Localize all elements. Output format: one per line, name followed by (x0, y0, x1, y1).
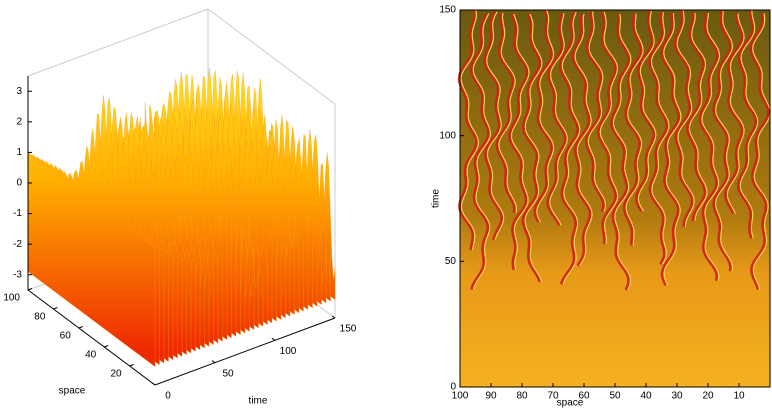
x-tick-label: 0 (165, 391, 171, 402)
z-tick-label: 1 (16, 147, 22, 158)
y-tick (53, 307, 58, 310)
stripe-shadow (585, 11, 606, 213)
z-tick-label: -2 (13, 239, 22, 250)
stripe (561, 12, 581, 285)
stripe (701, 12, 721, 282)
stripe (714, 11, 734, 272)
stripe-shadow (483, 10, 504, 241)
y-tick-label: 150 (439, 5, 456, 16)
y-tick (104, 345, 109, 348)
y-tick-label: 100 (439, 130, 456, 141)
x-tick-label: 10 (733, 391, 745, 402)
stripe-shadow (686, 12, 708, 222)
stripe (676, 10, 695, 227)
x-tick (331, 315, 336, 319)
surface-plot: -3 -2 -1 0 1 2 3 20 40 60 80 100 0 50 100 150 space time (3, 8, 357, 407)
stripe-shadow (521, 13, 543, 283)
stripe-shadow (596, 11, 618, 245)
x-tick-label: 50 (609, 391, 621, 402)
x-tick-label: 20 (702, 391, 714, 402)
x-tick-label: 90 (485, 391, 497, 402)
x-tick-label: 100 (452, 391, 469, 402)
stripe (637, 11, 657, 212)
stripe (498, 12, 518, 214)
stripe-shadow (469, 12, 491, 291)
x-tick (211, 360, 216, 364)
z-tick-label: 3 (16, 86, 22, 97)
stripe (574, 13, 593, 267)
y-axis (27, 289, 156, 386)
x-tick-label: 70 (547, 391, 559, 402)
x-tick-label: 30 (671, 391, 683, 402)
stripe-shadow (508, 13, 530, 271)
y-tick (27, 288, 33, 291)
y-tick-label: 40 (85, 350, 97, 361)
wall-edge (207, 8, 336, 105)
y-axis-label: time (431, 189, 442, 208)
x-tick-label: 150 (340, 324, 357, 335)
x-tick-label: 40 (640, 391, 652, 402)
stripe (612, 13, 632, 291)
stripe (549, 13, 568, 226)
y-tick-label: 100 (3, 293, 20, 304)
stripe (524, 13, 543, 283)
x-tick-label: 60 (578, 391, 590, 402)
stripe (536, 9, 555, 223)
x-axis (154, 317, 336, 386)
wall-edge (27, 8, 209, 77)
x-axis-label: time (249, 396, 268, 407)
y-tick-label: 0 (450, 382, 456, 393)
stripe (752, 13, 771, 290)
stripe (599, 11, 619, 245)
y-tick-label: 60 (60, 331, 72, 342)
stripe-shadow (546, 12, 568, 227)
y-tick-label: 20 (110, 369, 122, 380)
stripe (739, 10, 759, 239)
stripe-shadow (533, 9, 554, 223)
y-tick (129, 364, 134, 367)
z-tick-label: 2 (16, 116, 22, 127)
y-axis-label: space (59, 386, 86, 397)
stripe (625, 13, 644, 246)
stripe-shadow (622, 13, 644, 246)
stripe-shadow (698, 12, 720, 282)
y-tick-label: 50 (445, 256, 457, 267)
stripe (510, 13, 530, 270)
x-tick (271, 337, 276, 341)
stripe (587, 11, 607, 212)
z-tick-label: -1 (13, 208, 22, 219)
stripe-shadow (559, 11, 581, 285)
stripe-shadow (635, 10, 657, 213)
stripe-shadow (660, 13, 682, 286)
z-tick-label: 0 (16, 178, 22, 189)
stripe-shadow (495, 12, 517, 214)
stripe (650, 12, 670, 265)
y-tick (78, 326, 83, 329)
z-tick-label: -3 (13, 269, 22, 280)
x-tick-label: 100 (280, 346, 297, 357)
x-tick-label: 80 (516, 391, 528, 402)
surface-slice (27, 152, 156, 367)
stripe-shadow (610, 13, 632, 291)
stripe (688, 12, 708, 221)
stripe-shadow (724, 13, 745, 215)
stripe-shadow (712, 10, 733, 272)
stripe-shadow (673, 10, 695, 227)
stripe-shadow (749, 13, 771, 290)
x-tick-label: 50 (222, 368, 234, 379)
stripe (726, 13, 745, 214)
x-axis-label: space (557, 398, 584, 408)
x-tick (151, 382, 156, 386)
stripe (472, 13, 492, 290)
stripe (663, 13, 682, 286)
stripe-shadow (736, 10, 759, 239)
stripe-shadow (648, 12, 670, 266)
stripe (486, 11, 505, 240)
stripe (460, 9, 480, 251)
y-tick-label: 80 (34, 312, 46, 323)
stripe-shadow (571, 13, 593, 267)
